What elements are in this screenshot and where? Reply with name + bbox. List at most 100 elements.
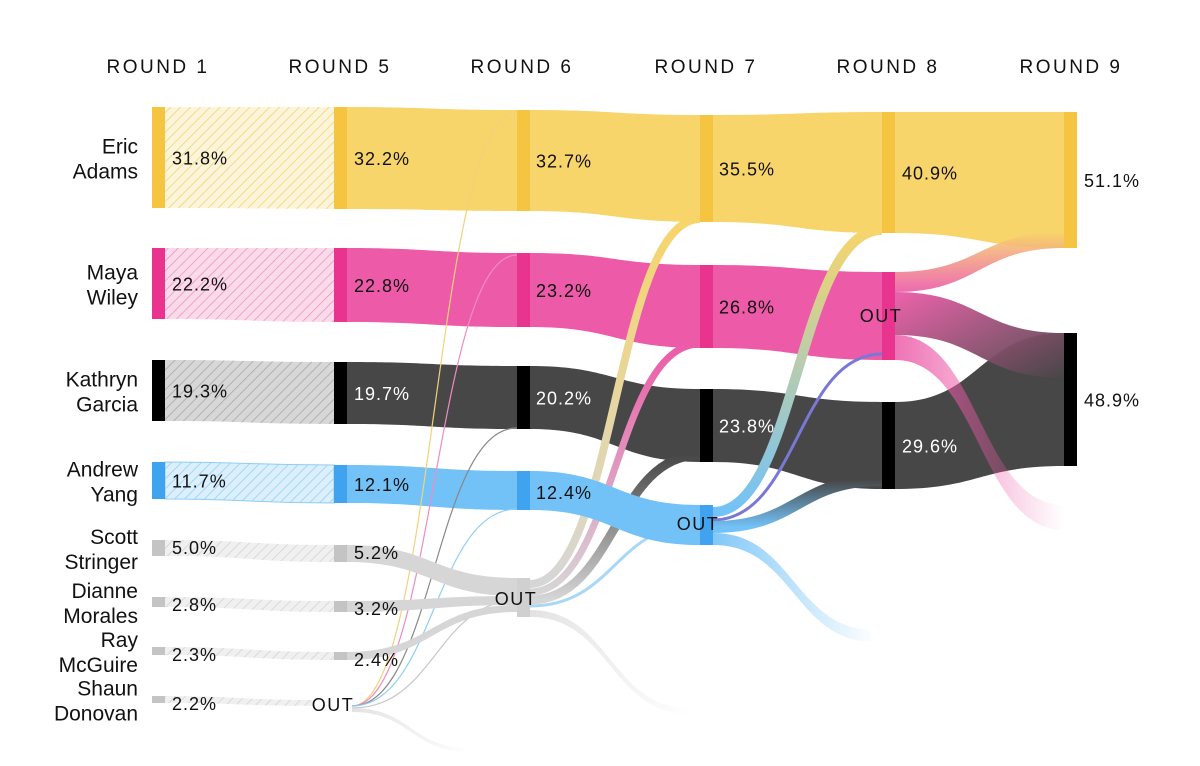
candidate-name-morales-last: Morales	[63, 605, 138, 628]
value-garcia-r2: 19.7%	[354, 384, 410, 404]
ribbon-wiley-r4	[713, 265, 882, 360]
transfer-out7-to-wiley	[712, 352, 883, 522]
value-donovan-r1: 2.2%	[172, 694, 217, 714]
segment-wiley-r5	[882, 272, 895, 360]
value-yang-r1: 11.7%	[172, 472, 227, 492]
value-adams-r5: 40.9%	[902, 164, 958, 184]
value-stringer-r2: 5.2%	[354, 543, 399, 563]
segment-mcguire-r2	[334, 652, 347, 660]
ribbon-mcguire-to-out	[347, 605, 517, 660]
candidate-name-stringer-last: Stringer	[64, 551, 138, 574]
value-morales-r2: 3.2%	[354, 599, 399, 619]
segment-morales-r2	[334, 601, 347, 612]
value-stringer-r1: 5.0%	[172, 538, 217, 558]
ribbon-stringer-r1-r5	[165, 540, 334, 562]
value-mcguire-r2: 2.4%	[354, 650, 399, 670]
segment-adams-r1	[152, 107, 165, 208]
segment-adams-r5	[882, 112, 895, 233]
ribbon-garcia-r1-r5	[165, 360, 334, 424]
candidate-name-mcguire-last: McGuire	[59, 654, 138, 677]
segment-adams-r3	[517, 110, 530, 211]
transfer-donovan-to-adams	[351, 111, 518, 707]
segment-adams-r2	[334, 107, 347, 209]
candidate-name-yang-first: Andrew	[67, 459, 139, 482]
value-morales-r1: 2.8%	[172, 595, 217, 615]
transfer-out7-to-garcia	[712, 474, 883, 533]
candidate-name-donovan-first: Shaun	[77, 678, 138, 701]
ribbon-adams-r5	[895, 112, 1064, 248]
candidate-name-mcguire-first: Ray	[101, 629, 139, 652]
segment-yang-r3	[517, 471, 530, 510]
round-segments	[152, 107, 1077, 703]
segment-wiley-r1	[152, 248, 165, 319]
value-wiley-r1: 22.2%	[172, 275, 228, 295]
candidate-name-stringer-first: Scott	[90, 526, 138, 549]
candidate-name-yang-last: Yang	[91, 484, 139, 507]
value-adams-r2: 32.2%	[354, 149, 410, 169]
value-wiley-r3: 23.2%	[536, 281, 592, 301]
transfer-out6-to-adams	[529, 215, 701, 588]
ribbon-morales-r1-r5	[165, 597, 334, 612]
segment-stringer-r2	[334, 545, 347, 562]
transfer-out8-to-garcia	[895, 292, 1064, 378]
transfer-out7-to-adams	[712, 225, 883, 517]
value-garcia-r6: 48.9%	[1084, 391, 1140, 411]
candidate-name-garcia-first: Kathryn	[66, 369, 138, 392]
round-header-6: ROUND 9	[1019, 57, 1122, 78]
ribbon-adams-r4	[713, 112, 882, 233]
ribbon-mcguire-r1-r5	[165, 647, 334, 660]
ribbon-adams-r1-r5	[165, 107, 334, 209]
round-header-2: ROUND 5	[288, 57, 391, 78]
ribbon-wiley-r1-r5	[165, 248, 334, 322]
segment-wiley-r3	[517, 253, 530, 327]
ribbon-adams-r2	[347, 107, 517, 211]
segment-wiley-r4	[700, 265, 713, 348]
round-header-4: ROUND 7	[654, 57, 757, 78]
out-label-r7: OUT	[677, 514, 720, 534]
out-node-r6	[517, 578, 530, 617]
value-yang-r2: 12.1%	[354, 475, 410, 495]
value-garcia-r1: 19.3%	[172, 382, 228, 402]
flow-ribbons	[164, 107, 1064, 752]
value-adams-r4: 35.5%	[719, 160, 775, 180]
segment-adams-r6	[1064, 112, 1077, 248]
value-adams-r1: 31.8%	[172, 149, 228, 169]
ribbon-stringer-to-out	[347, 545, 517, 596]
segment-garcia-r6	[1064, 333, 1077, 466]
candidate-name-donovan-last: Donovan	[54, 703, 138, 726]
value-adams-r3: 32.7%	[536, 152, 592, 172]
out-label-r5: OUT	[312, 695, 355, 715]
segment-garcia-r1	[152, 360, 165, 421]
round-header-5: ROUND 8	[836, 57, 939, 78]
candidate-name-garcia-last: Garcia	[76, 394, 138, 417]
value-wiley-r2: 22.8%	[354, 276, 410, 296]
segment-garcia-r4	[700, 389, 713, 462]
value-wiley-r4: 26.8%	[719, 298, 775, 318]
exhausted-out7	[713, 533, 875, 642]
ribbon-garcia-r2	[347, 362, 517, 429]
ribbon-yang-to-out	[530, 471, 700, 545]
ribbon-donovan-to-out	[165, 696, 314, 706]
segment-garcia-r3	[517, 366, 530, 429]
out-node-r7	[700, 505, 713, 545]
segment-morales-r1	[152, 597, 165, 607]
ribbon-wiley-r3	[530, 253, 700, 348]
exhausted-out6	[530, 610, 690, 714]
candidate-name-wiley-first: Maya	[87, 262, 139, 285]
candidate-name-adams-last: Adams	[73, 161, 138, 184]
segment-mcguire-r1	[152, 647, 165, 655]
exhausted-out8	[895, 335, 1064, 530]
exhausted-donovan	[352, 708, 470, 752]
segment-adams-r4	[700, 115, 713, 222]
chart-labels: ROUND 1 ROUND 5 ROUND 6 ROUND 7 ROUND 8 ROUND…	[54, 57, 1140, 726]
value-yang-r3: 12.4%	[536, 483, 592, 503]
out-label-r8: OUT	[860, 306, 903, 326]
value-garcia-r5: 29.6%	[902, 437, 958, 457]
round-header-3: ROUND 6	[470, 57, 573, 78]
candidate-name-morales-first: Dianne	[71, 580, 138, 603]
transfer-out8-to-adams	[895, 232, 1064, 292]
value-mcguire-r1: 2.3%	[172, 645, 217, 665]
segment-yang-r2	[334, 465, 347, 503]
value-garcia-r3: 20.2%	[536, 389, 592, 409]
